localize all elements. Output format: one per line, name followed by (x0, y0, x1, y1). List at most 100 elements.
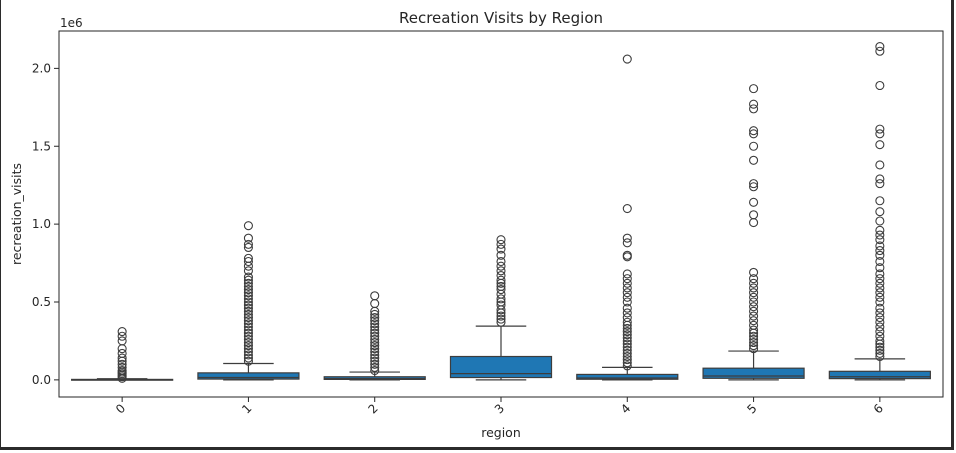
outlier-point (749, 306, 759, 316)
outlier-point (622, 278, 632, 288)
outlier-point (622, 292, 632, 302)
outlier-point (496, 289, 506, 299)
outlier-point (496, 275, 506, 285)
x-tick-label: 1 (239, 401, 254, 416)
y-tick-label: 0.5 (32, 295, 51, 309)
outlier-point (749, 344, 759, 354)
outlier-point (622, 355, 632, 365)
outlier-point (875, 274, 885, 284)
outlier-point (243, 331, 253, 341)
outlier-point (370, 331, 380, 341)
outlier-point (243, 353, 253, 363)
outlier-point (875, 322, 885, 332)
outlier-point (875, 230, 885, 240)
y-axis-offset-label: 1e6 (60, 16, 83, 30)
box-region-4 (576, 54, 679, 381)
outlier-point (243, 256, 253, 267)
outlier-point (243, 239, 253, 249)
x-axis: 0 1 2 3 4 5 6 (113, 397, 886, 417)
outlier-point (370, 347, 380, 357)
outlier-point (875, 348, 885, 358)
outlier-point (875, 342, 885, 352)
outlier-point (749, 274, 759, 284)
outlier-point (622, 308, 632, 318)
outlier-point (117, 348, 127, 358)
outlier-point (749, 218, 759, 228)
outlier-point (875, 207, 885, 217)
outlier-point (243, 266, 253, 276)
outlier-point (370, 356, 380, 366)
outlier-point (117, 327, 127, 337)
outlier-point (496, 256, 506, 267)
outlier-point (117, 359, 127, 369)
outlier-point (875, 327, 885, 337)
box-region-2 (323, 291, 426, 381)
outlier-point (749, 288, 759, 298)
outlier-point (749, 104, 759, 114)
outlier-point (496, 239, 506, 249)
outlier-point (370, 319, 380, 329)
outlier-point (749, 141, 759, 151)
outlier-point (370, 328, 380, 338)
outlier-point (749, 155, 759, 165)
outlier-point (243, 294, 253, 304)
outlier-point (749, 278, 759, 288)
outlier-point (875, 269, 885, 279)
outlier-point (370, 325, 380, 335)
outlier-point (117, 336, 127, 346)
outlier-point (243, 347, 253, 357)
outlier-point (749, 283, 759, 293)
outlier-point (875, 140, 885, 150)
outlier-point (622, 238, 632, 248)
x-tick-label: 5 (744, 401, 759, 416)
outlier-point (749, 302, 759, 312)
iqr-box (449, 355, 553, 379)
outlier-point (749, 126, 759, 136)
outlier-point (622, 250, 632, 260)
outlier-point (875, 129, 885, 139)
iqr-box (828, 370, 931, 380)
outlier-point (749, 182, 759, 192)
outlier-point (370, 309, 380, 320)
outlier-point (749, 210, 759, 220)
outlier-point (622, 269, 632, 279)
outlier-point (875, 80, 885, 91)
outlier-point (875, 263, 885, 273)
outlier-point (370, 350, 380, 360)
outlier-point (875, 196, 885, 206)
outlier-point (875, 345, 885, 355)
outlier-point (622, 54, 632, 64)
outlier-point (243, 322, 253, 332)
outlier-point (243, 316, 253, 326)
outlier-point (875, 124, 885, 134)
x-tick-label: 4 (618, 401, 633, 416)
outlier-point (749, 325, 759, 335)
outlier-point (243, 344, 253, 354)
iqr-box (702, 367, 805, 379)
outlier-point (243, 328, 253, 338)
outlier-point (875, 225, 885, 235)
outlier-point (370, 334, 380, 344)
outlier-point (622, 339, 632, 349)
iqr-box (576, 373, 679, 380)
outlier-point (749, 341, 759, 351)
outlier-point (749, 84, 759, 94)
outlier-point (243, 337, 253, 348)
outlier-point (117, 353, 127, 363)
outlier-point (875, 283, 885, 293)
outlier-point (875, 174, 885, 184)
outlier-point (243, 253, 253, 263)
outlier-point (243, 309, 253, 320)
outlier-point (243, 313, 253, 323)
boxes-group (71, 42, 931, 383)
y-tick-label: 0.0 (32, 373, 51, 387)
outlier-point (622, 317, 632, 327)
outlier-point (749, 179, 759, 189)
outlier-point (622, 327, 632, 337)
outlier-point (622, 342, 632, 352)
outlier-point (496, 317, 506, 327)
outlier-point (875, 288, 885, 298)
outlier-point (243, 233, 253, 243)
outlier-point (243, 272, 253, 282)
outlier-point (496, 235, 506, 245)
